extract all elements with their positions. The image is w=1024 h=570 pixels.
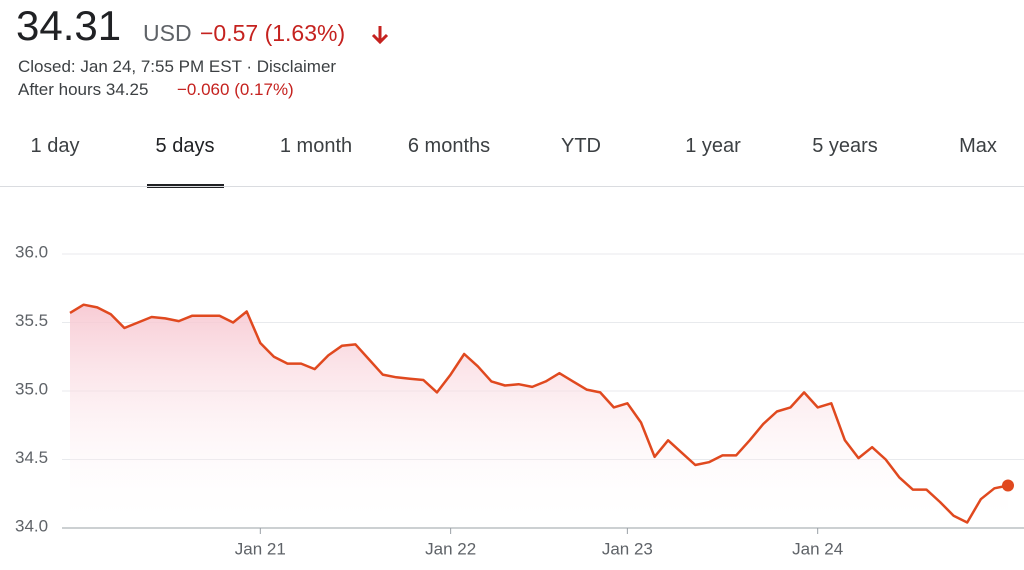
x-tick-label: Jan 22 bbox=[425, 539, 476, 558]
y-tick-label: 34.5 bbox=[15, 448, 48, 467]
last-point bbox=[1002, 479, 1014, 492]
price: 34.31 bbox=[16, 2, 122, 49]
range-tab[interactable]: 5 days bbox=[155, 135, 215, 157]
range-tab[interactable]: 1 day bbox=[30, 135, 80, 157]
closed-info: Closed: Jan 24, 7:55 PM EST · Disclaimer bbox=[18, 57, 337, 76]
divider bbox=[0, 186, 1024, 187]
area bbox=[70, 304, 1008, 528]
currency: USD bbox=[143, 20, 192, 46]
range-tab[interactable]: 1 month bbox=[279, 135, 353, 157]
y-tick-label: 34.0 bbox=[15, 516, 48, 535]
range-tab[interactable]: YTD bbox=[561, 135, 601, 157]
x-tick-label: Jan 23 bbox=[602, 539, 653, 558]
x-tick-label: Jan 24 bbox=[792, 539, 843, 558]
after-hours-change: −0.060 (0.17%) bbox=[177, 80, 294, 99]
range-tab[interactable]: Max bbox=[959, 135, 997, 157]
price-line bbox=[69, 303, 1009, 524]
after-hours: After hours 34.25 bbox=[18, 80, 149, 99]
change: −0.57 (1.63%) bbox=[200, 20, 346, 46]
down-arrow bbox=[371, 26, 389, 45]
y-tick-label: 36.0 bbox=[15, 242, 48, 261]
y-tick-label: 35.0 bbox=[15, 379, 48, 398]
y-tick-label: 35.5 bbox=[15, 311, 48, 330]
x-tick-label: Jan 21 bbox=[235, 539, 286, 558]
range-tab[interactable]: 5 years bbox=[812, 135, 878, 157]
range-tab[interactable]: 1 year bbox=[685, 135, 741, 157]
range-tab[interactable]: 6 months bbox=[407, 135, 491, 157]
